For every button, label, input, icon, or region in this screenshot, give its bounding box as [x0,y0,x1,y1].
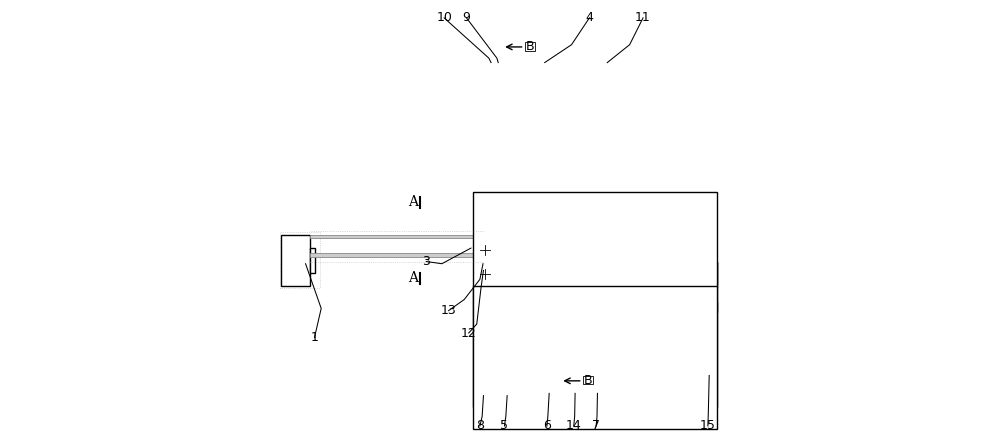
Bar [517,318,540,405]
Text: 6: 6 [543,419,551,433]
Text: 5: 5 [500,419,508,433]
Bar [483,318,507,405]
Bar [477,312,715,412]
Text: 15: 15 [700,419,716,433]
Bar [476,267,716,281]
Bar [477,312,715,315]
Bar [475,262,717,284]
Bar [683,318,711,408]
Bar [649,318,678,408]
Bar [710,262,717,287]
Bar [475,276,717,278]
Text: 11: 11 [635,11,651,25]
Bar [310,248,315,273]
Text: 10: 10 [436,11,452,25]
Text: B: B [526,40,534,53]
Bar [310,235,484,238]
Bar [280,232,320,288]
Bar [480,237,490,288]
Text: 14: 14 [566,419,582,433]
Bar [475,302,717,418]
Bar [582,318,610,408]
Bar [481,230,489,237]
Bar [475,269,717,271]
Bar [548,318,577,408]
Bar [481,318,509,408]
Text: 4: 4 [585,11,593,25]
Bar [281,235,310,286]
Text: 7: 7 [592,419,600,433]
Text: 8: 8 [476,419,484,433]
Text: 12: 12 [461,326,477,340]
Text: A: A [408,195,418,210]
Bar [583,376,593,384]
Bar [473,192,717,407]
Bar [475,302,717,312]
Bar [514,318,543,408]
Text: 3: 3 [422,255,430,268]
Text: B: B [584,374,592,387]
Bar [473,286,717,429]
Bar [711,274,716,282]
Text: 1: 1 [311,331,318,344]
Bar [616,318,644,408]
Bar [618,318,641,405]
Text: 9: 9 [463,11,470,25]
Text: 13: 13 [441,304,456,317]
Bar [585,318,608,405]
Bar [525,42,535,51]
Bar [686,318,709,405]
Bar [310,253,484,257]
Bar [652,318,675,405]
Bar [551,318,574,405]
Text: A: A [408,271,418,286]
